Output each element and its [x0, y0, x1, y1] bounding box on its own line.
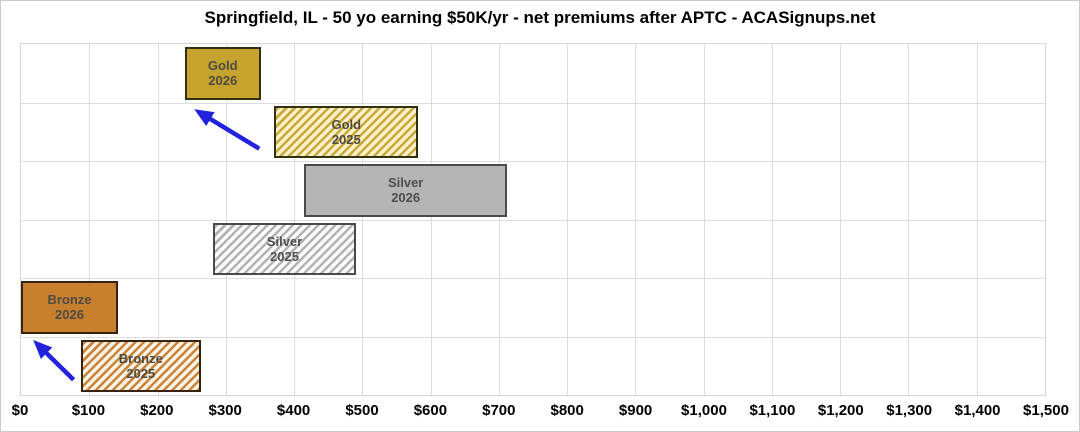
x-tick-label: $1,300	[886, 402, 933, 419]
bar-silver-2025: Silver 2025	[212, 222, 357, 275]
decrease-arrow-icon	[33, 340, 76, 382]
x-tick-label: $1,000	[681, 402, 727, 419]
x-tick-label: $500	[345, 402, 379, 419]
x-tick-label: $1,100	[749, 402, 796, 419]
bar-bronze-2026: Bronze 2026	[21, 281, 118, 334]
plot-area: Gold 2026 Gold 2025 Silver 2026 Silver 2025 Bron…	[20, 43, 1046, 396]
bar-label-year: 2026	[55, 307, 84, 323]
bar-label-tier: Silver	[266, 233, 303, 249]
bar-label-year: 2025	[331, 131, 361, 147]
bar-label-year: 2026	[208, 73, 238, 89]
bar-gold-2026: Gold 2026	[184, 47, 261, 100]
bar-silver-2026: Silver 2026	[304, 164, 508, 217]
bar-bronze-2025: Bronze 2025	[81, 339, 201, 392]
x-tick-label: $900	[618, 402, 653, 419]
bar-label-tier: Gold	[207, 58, 238, 74]
bar-label-year: 2025	[126, 365, 156, 381]
gridline-horizontal	[21, 336, 1045, 338]
x-tick-label: $1,200	[817, 402, 864, 419]
x-tick-label: $600	[413, 402, 448, 419]
x-tick-label: $1,400	[954, 402, 1001, 419]
gridline-horizontal	[21, 102, 1045, 104]
x-tick-label: $100	[71, 402, 106, 419]
x-tick-label: $0	[11, 402, 29, 419]
x-tick-label: $800	[550, 402, 584, 419]
decrease-arrow-icon	[194, 109, 261, 151]
x-axis-tick-labels: $0 $100 $200 $300 $400 $500 $600 $700 $800 $900 $1…	[12, 402, 1069, 426]
bar-label-tier: Bronze	[118, 350, 163, 366]
x-tick-label: $400	[276, 402, 311, 419]
x-tick-label: $200	[140, 402, 174, 419]
gridline-horizontal	[21, 161, 1045, 162]
chart-title: Springfield, IL - 50 yo earning $50K/yr …	[204, 8, 876, 27]
x-tick-label: $1,500	[1023, 402, 1069, 419]
x-tick-label: $300	[208, 402, 242, 419]
bar-label-year: 2025	[270, 248, 299, 264]
x-tick-label: $700	[482, 402, 516, 419]
bar-label-tier: Silver	[387, 175, 424, 191]
bar-label-tier: Gold	[331, 116, 362, 132]
bar-label-tier: Bronze	[47, 292, 92, 308]
bar-label-year: 2026	[391, 190, 421, 206]
bar-gold-2025: Gold 2025	[274, 105, 419, 158]
gridline-horizontal	[21, 219, 1045, 221]
gridline-horizontal	[21, 278, 1045, 279]
